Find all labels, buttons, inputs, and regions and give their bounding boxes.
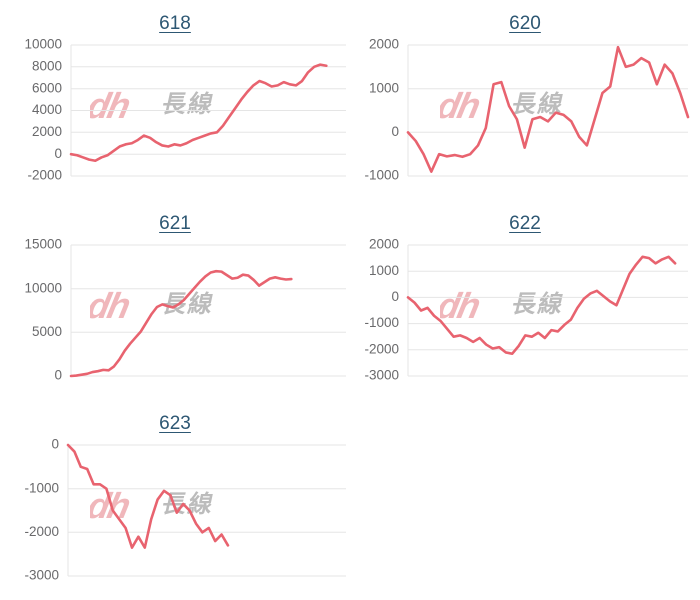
svg-text:0: 0 [54, 368, 62, 383]
svg-text:1000: 1000 [369, 263, 399, 278]
svg-text:-3000: -3000 [364, 368, 399, 383]
svg-text:0: 0 [391, 289, 399, 304]
svg-text:2000: 2000 [369, 237, 399, 252]
svg-text:-1000: -1000 [24, 480, 59, 495]
svg-text:8000: 8000 [32, 58, 62, 73]
svg-text:15000: 15000 [24, 237, 62, 252]
svg-text:-2000: -2000 [364, 341, 399, 356]
svg-text:6000: 6000 [32, 80, 62, 95]
svg-text:-3000: -3000 [24, 568, 59, 583]
svg-text:0: 0 [391, 124, 399, 139]
svg-text:-1000: -1000 [364, 168, 399, 183]
svg-text:2000: 2000 [369, 37, 399, 52]
svg-text:0: 0 [54, 146, 62, 161]
svg-text:5000: 5000 [32, 324, 62, 339]
svg-text:-2000: -2000 [27, 168, 62, 183]
svg-text:4000: 4000 [32, 102, 62, 117]
svg-text:1000: 1000 [369, 80, 399, 95]
svg-text:10000: 10000 [24, 37, 62, 52]
svg-text:10000: 10000 [24, 280, 62, 295]
svg-text:-1000: -1000 [364, 315, 399, 330]
svg-text:0: 0 [51, 437, 59, 452]
svg-text:-2000: -2000 [24, 524, 59, 539]
svg-text:2000: 2000 [32, 124, 62, 139]
